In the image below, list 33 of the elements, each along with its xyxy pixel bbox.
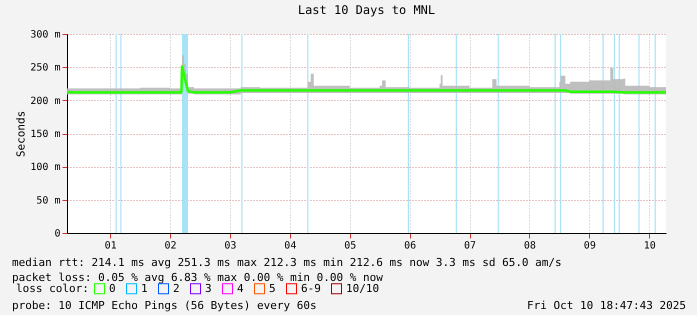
- legend-title: loss color:: [16, 282, 89, 295]
- legend-label: 2: [173, 282, 180, 295]
- text: probe: 10 ICMP Echo Pings (56 Bytes) every 60s: [12, 299, 317, 312]
- text: Fri Oct 10 18:47:43 2025: [527, 299, 686, 312]
- x-tick-label: 08: [524, 240, 536, 252]
- legend-label: 5: [269, 282, 276, 295]
- x-tick-label: 06: [404, 240, 416, 252]
- y-tick-label: 300 m: [30, 30, 60, 40]
- y-axis-title: Seconds: [14, 110, 28, 158]
- x-tick-label: 10: [644, 240, 656, 252]
- text: median rtt: 214.1 ms avg 251.3 ms max 212.3 ms min 212.6 ms now 3.3 ms sd 65.0 am/s: [12, 256, 562, 269]
- legend-label: 4: [237, 282, 244, 295]
- legend-label: 1: [141, 282, 148, 295]
- text: packet loss: 0.05 % avg 6.83 % max 0.00 % min 0.00 % now: [12, 271, 384, 284]
- x-tick-label: 04: [284, 240, 296, 252]
- legend-label: 6-9: [301, 282, 321, 295]
- y-tick-label: 0: [54, 228, 60, 240]
- x-tick-label: 03: [224, 240, 236, 252]
- x-tick-label: 09: [584, 240, 596, 252]
- chart-title: Last 10 Days to MNL: [298, 3, 436, 17]
- y-tick-label: 250 m: [30, 62, 60, 74]
- line-series: [66, 65, 668, 94]
- legend-label: 0: [109, 282, 116, 295]
- y-tick-label: 150 m: [30, 129, 60, 140]
- legend-label: 3: [205, 282, 212, 295]
- y-tick-label: 200 m: [30, 96, 60, 107]
- y-tick-label: 50 m: [36, 195, 60, 206]
- x-tick-label: 05: [344, 240, 356, 252]
- y-tick-label: 100 m: [30, 162, 60, 174]
- legend-label: 10/10: [346, 282, 380, 295]
- x-tick-label: 01: [104, 240, 117, 252]
- x-tick-label: 07: [464, 240, 476, 252]
- x-tick-label: 02: [164, 240, 177, 252]
